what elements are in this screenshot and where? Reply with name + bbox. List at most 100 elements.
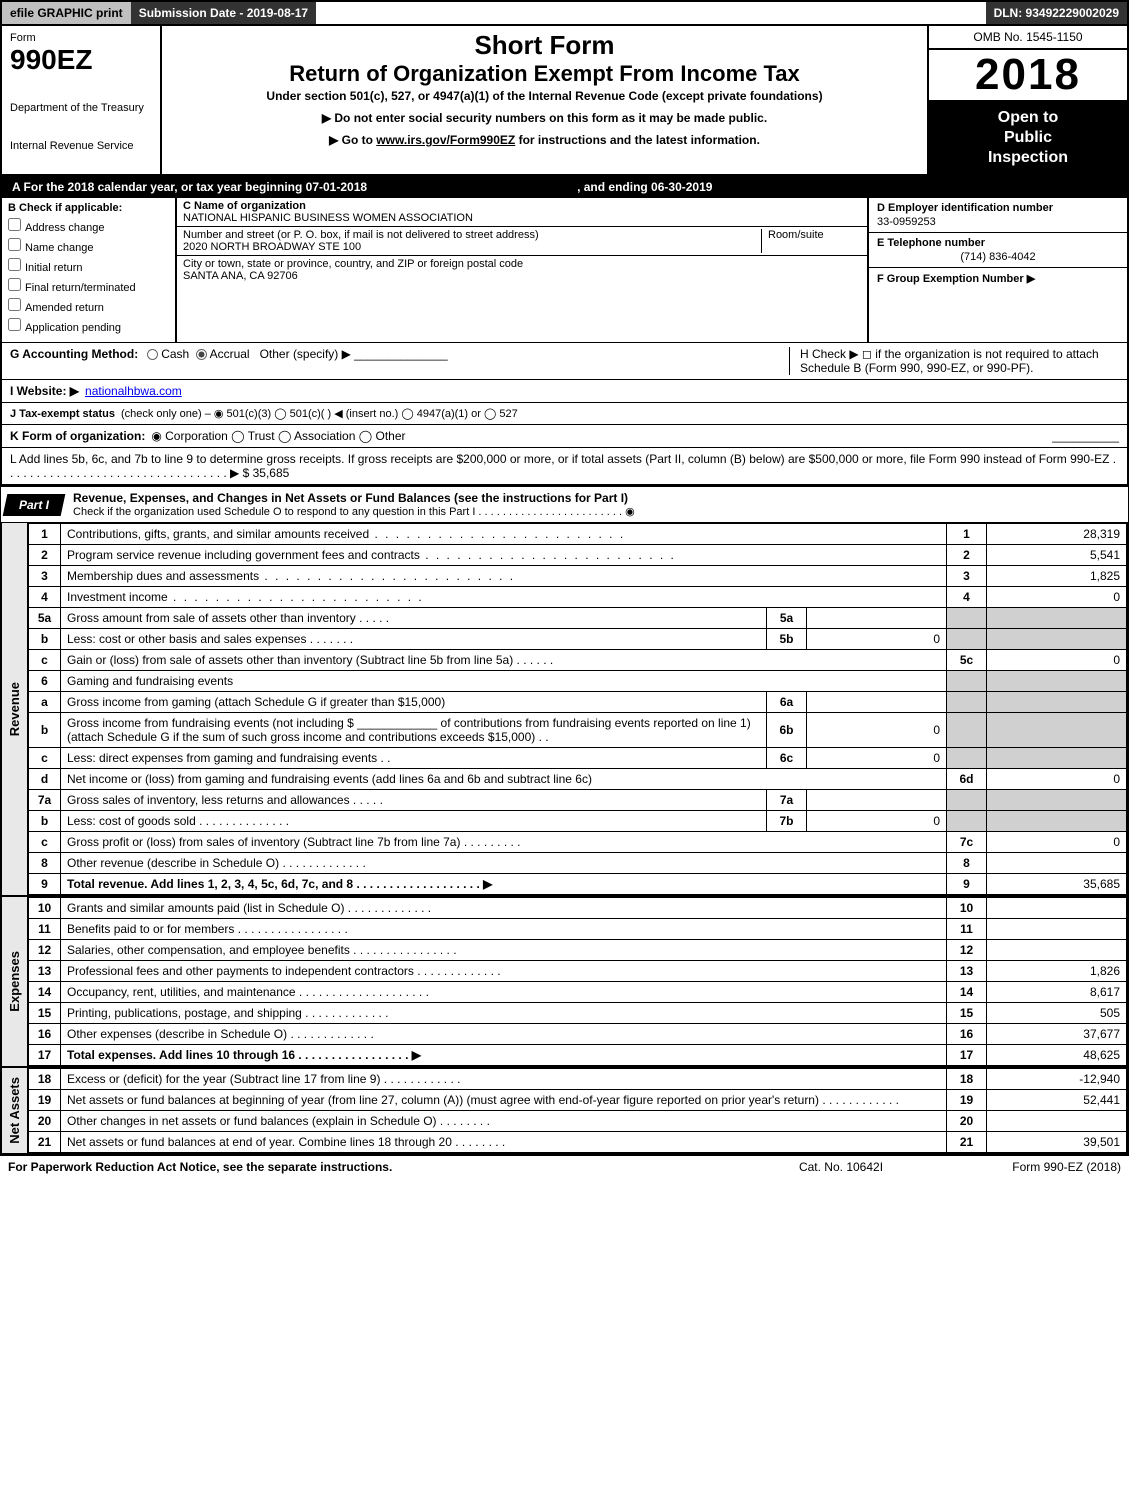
header-left: Form 990EZ Department of the Treasury In… [2,26,162,174]
footer-form-ref: Form 990-EZ (2018) [941,1160,1121,1174]
row-6d: dNet income or (loss) from gaming and fu… [29,769,1127,790]
section-f: F Group Exemption Number ▶ [869,268,1127,289]
row-18: 18Excess or (deficit) for the year (Subt… [29,1069,1127,1090]
checkbox-initial-return[interactable] [8,258,21,271]
row-g-h: G Accounting Method: Cash Accrual Other … [0,343,1129,380]
radio-accrual[interactable] [196,349,207,360]
open-line1: Open to [933,108,1123,128]
row-2: 2Program service revenue including gover… [29,545,1127,566]
period-begin: A For the 2018 calendar year, or tax yea… [12,180,367,194]
footer-paperwork: For Paperwork Reduction Act Notice, see … [8,1160,741,1174]
return-title: Return of Organization Exempt From Incom… [170,61,919,87]
omb-number: OMB No. 1545-1150 [929,26,1127,50]
net-assets-section: Net Assets 18Excess or (deficit) for the… [0,1068,1129,1155]
c-city-label: City or town, state or province, country… [183,258,861,270]
checkbox-final-return[interactable] [8,278,21,291]
submission-date: Submission Date - 2019-08-17 [131,2,316,24]
checkbox-address-change[interactable] [8,218,21,231]
efile-print[interactable]: efile GRAPHIC print [2,2,131,24]
instruction-ssn: ▶ Do not enter social security numbers o… [170,111,919,125]
short-form-title: Short Form [170,30,919,61]
cb-final-return[interactable]: Final return/terminated [8,278,169,294]
k-label: K Form of organization: [10,429,145,443]
cb-address-change[interactable]: Address change [8,218,169,234]
row-12: 12Salaries, other compensation, and empl… [29,940,1127,961]
side-tab-revenue: Revenue [2,523,28,895]
i-website-link[interactable]: nationalhbwa.com [85,384,1119,398]
section-b: B Check if applicable: Address change Na… [2,198,177,342]
tax-year: 2018 [929,50,1127,102]
header-mid: Short Form Return of Organization Exempt… [162,26,927,174]
d-label: D Employer identification number [877,202,1119,214]
row-14: 14Occupancy, rent, utilities, and mainte… [29,982,1127,1003]
revenue-table: 1Contributions, gifts, grants, and simil… [28,523,1127,895]
page-footer: For Paperwork Reduction Act Notice, see … [0,1155,1129,1178]
open-line3: Inspection [933,148,1123,168]
row-3: 3Membership dues and assessments31,825 [29,566,1127,587]
dept-treasury: Department of the Treasury [10,102,152,114]
row-5b: bLess: cost or other basis and sales exp… [29,629,1127,650]
e-label: E Telephone number [877,237,1119,249]
row-7b: bLess: cost of goods sold . . . . . . . … [29,811,1127,832]
part1-header: Part I Revenue, Expenses, and Changes in… [0,486,1129,523]
checkbox-name-change[interactable] [8,238,21,251]
row-7c: cGross profit or (loss) from sales of in… [29,832,1127,853]
revenue-section: Revenue 1Contributions, gifts, grants, a… [0,523,1129,897]
radio-cash[interactable] [147,349,158,360]
form-header: Form 990EZ Department of the Treasury In… [0,26,1129,176]
checkbox-application-pending[interactable] [8,318,21,331]
row-11: 11Benefits paid to or for members . . . … [29,919,1127,940]
side-tab-net-assets: Net Assets [2,1068,28,1153]
row-13: 13Professional fees and other payments t… [29,961,1127,982]
section-c: C Name of organization NATIONAL HISPANIC… [177,198,867,342]
row-6a: aGross income from gaming (attach Schedu… [29,692,1127,713]
checkbox-amended-return[interactable] [8,298,21,311]
row-6: 6Gaming and fundraising events [29,671,1127,692]
expenses-section: Expenses 10Grants and similar amounts pa… [0,897,1129,1068]
section-b-header: B Check if applicable: [8,202,169,214]
open-line2: Public [933,128,1123,148]
cb-application-pending[interactable]: Application pending [8,318,169,334]
row-6b: bGross income from fundraising events (n… [29,713,1127,748]
instr2-post: for instructions and the latest informat… [515,133,760,147]
period-bar: A For the 2018 calendar year, or tax yea… [0,176,1129,198]
form-word: Form [10,32,152,44]
row-10: 10Grants and similar amounts paid (list … [29,898,1127,919]
open-public-inspection: Open to Public Inspection [929,102,1127,174]
section-d: D Employer identification number 33-0959… [869,198,1127,233]
row-5c: cGain or (loss) from sale of assets othe… [29,650,1127,671]
k-detail: ◉ Corporation ◯ Trust ◯ Association ◯ Ot… [151,429,1052,443]
c-name-value: NATIONAL HISPANIC BUSINESS WOMEN ASSOCIA… [183,212,861,224]
c-name-label: C Name of organization [183,200,306,212]
row-5a: 5aGross amount from sale of assets other… [29,608,1127,629]
spacer [316,2,985,24]
c-street-value: 2020 NORTH BROADWAY STE 100 [183,241,761,253]
dept-irs: Internal Revenue Service [10,140,152,152]
side-tab-expenses: Expenses [2,897,28,1066]
instruction-link: ▶ Go to www.irs.gov/Form990EZ for instru… [170,133,919,147]
row-7a: 7aGross sales of inventory, less returns… [29,790,1127,811]
c-room-label: Room/suite [761,229,861,253]
cb-name-change[interactable]: Name change [8,238,169,254]
l-text: L Add lines 5b, 6c, and 7b to line 9 to … [10,452,1119,480]
header-right: OMB No. 1545-1150 2018 Open to Public In… [927,26,1127,174]
cb-initial-return[interactable]: Initial return [8,258,169,274]
top-bar: efile GRAPHIC print Submission Date - 20… [0,0,1129,26]
f-label: F Group Exemption Number ▶ [877,273,1035,285]
irs-link[interactable]: www.irs.gov/Form990EZ [376,133,515,147]
part1-title: Revenue, Expenses, and Changes in Net As… [63,487,1128,522]
part1-tab: Part I [3,494,66,516]
row-15: 15Printing, publications, postage, and s… [29,1003,1127,1024]
j-detail: (check only one) – ◉ 501(c)(3) ◯ 501(c)(… [121,407,1119,420]
form-number: 990EZ [10,44,152,76]
row-k: K Form of organization: ◉ Corporation ◯ … [0,425,1129,448]
footer-catalog: Cat. No. 10642I [741,1160,941,1174]
cb-amended-return[interactable]: Amended return [8,298,169,314]
g-label: G Accounting Method: [10,347,138,361]
j-label: J Tax-exempt status [10,408,115,420]
part1-sub: Check if the organization used Schedule … [73,505,1118,518]
i-label: I Website: ▶ [10,384,79,398]
row-1: 1Contributions, gifts, grants, and simil… [29,524,1127,545]
row-17: 17Total expenses. Add lines 10 through 1… [29,1045,1127,1066]
row-16: 16Other expenses (describe in Schedule O… [29,1024,1127,1045]
